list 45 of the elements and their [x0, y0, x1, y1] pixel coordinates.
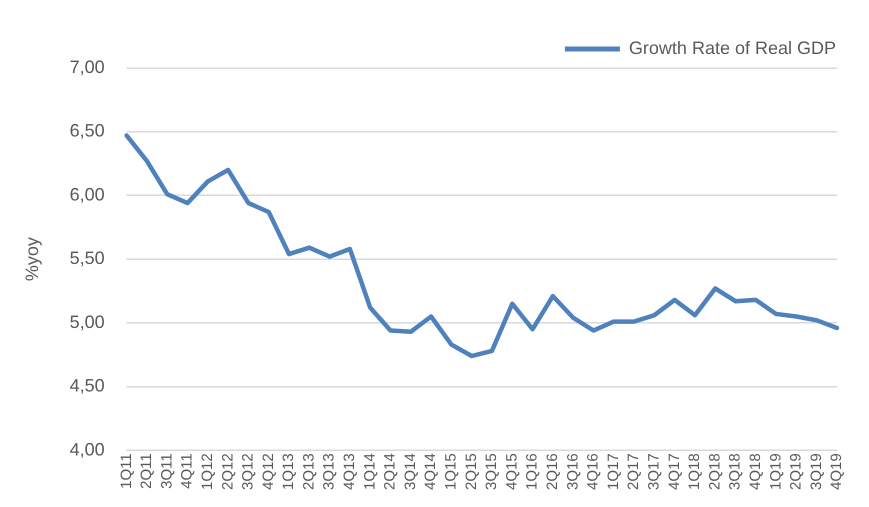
- x-tick-label: 2Q15: [462, 453, 480, 490]
- x-tick-label: 4Q18: [746, 453, 764, 490]
- x-tick-label: 4Q13: [341, 453, 358, 490]
- x-tick-label: 3Q16: [564, 453, 582, 490]
- x-tick-label: 1Q11: [118, 453, 135, 489]
- x-tick-label: 3Q12: [240, 453, 257, 490]
- x-tick-label: 4Q16: [584, 453, 602, 490]
- x-tick-label: 2Q17: [625, 453, 642, 490]
- x-tick-label: 2Q11: [138, 453, 156, 489]
- x-tick-label: 4Q14: [422, 453, 440, 490]
- x-tick-label: 4Q17: [666, 453, 683, 490]
- x-tick-label: 3Q18: [726, 453, 744, 490]
- x-tick-label: 4Q11: [178, 453, 196, 489]
- y-axis-title: %yoy: [22, 237, 42, 282]
- x-tick-label: 3Q13: [320, 453, 338, 490]
- x-tick-label: 3Q17: [645, 453, 662, 490]
- x-tick-label: 3Q19: [808, 453, 825, 490]
- x-tick-label: 3Q14: [402, 453, 419, 490]
- x-tick-label: 2Q13: [300, 453, 318, 490]
- y-tick-label: 6,50: [70, 120, 105, 141]
- y-tick-label: 6,00: [70, 184, 105, 204]
- x-tick-label: 4Q12: [260, 453, 277, 490]
- x-tick-label: 1Q12: [198, 453, 216, 490]
- x-tick-label: 2Q12: [219, 453, 236, 490]
- x-tick-label: 1Q13: [280, 453, 298, 490]
- x-tick-label: 2Q18: [706, 453, 724, 490]
- x-tick-label: 1Q14: [361, 453, 378, 490]
- x-tick-label: 3Q15: [483, 453, 500, 490]
- x-tick-label: 2Q14: [382, 453, 399, 490]
- y-tick-label: 5,50: [70, 248, 105, 268]
- y-tick-label: 5,00: [70, 312, 105, 332]
- x-tick-label: 1Q18: [686, 453, 704, 490]
- x-tick-label: 1Q16: [524, 453, 541, 490]
- x-tick-label: 4Q19: [828, 453, 846, 490]
- y-tick-label: 7,00: [70, 56, 105, 77]
- x-tick-label: 1Q19: [767, 453, 784, 490]
- x-tick-label: 2Q19: [788, 453, 805, 490]
- x-tick-label: 2Q16: [544, 453, 561, 490]
- x-tick-label: 1Q17: [604, 453, 622, 490]
- x-tick-label: 1Q15: [442, 453, 460, 490]
- x-tick-label: 3Q11: [158, 453, 176, 489]
- legend-label: Growth Rate of Real GDP: [628, 38, 836, 58]
- y-tick-label: 4,00: [70, 439, 105, 460]
- x-tick-label: 4Q15: [503, 453, 520, 490]
- y-tick-label: 4,50: [70, 376, 105, 396]
